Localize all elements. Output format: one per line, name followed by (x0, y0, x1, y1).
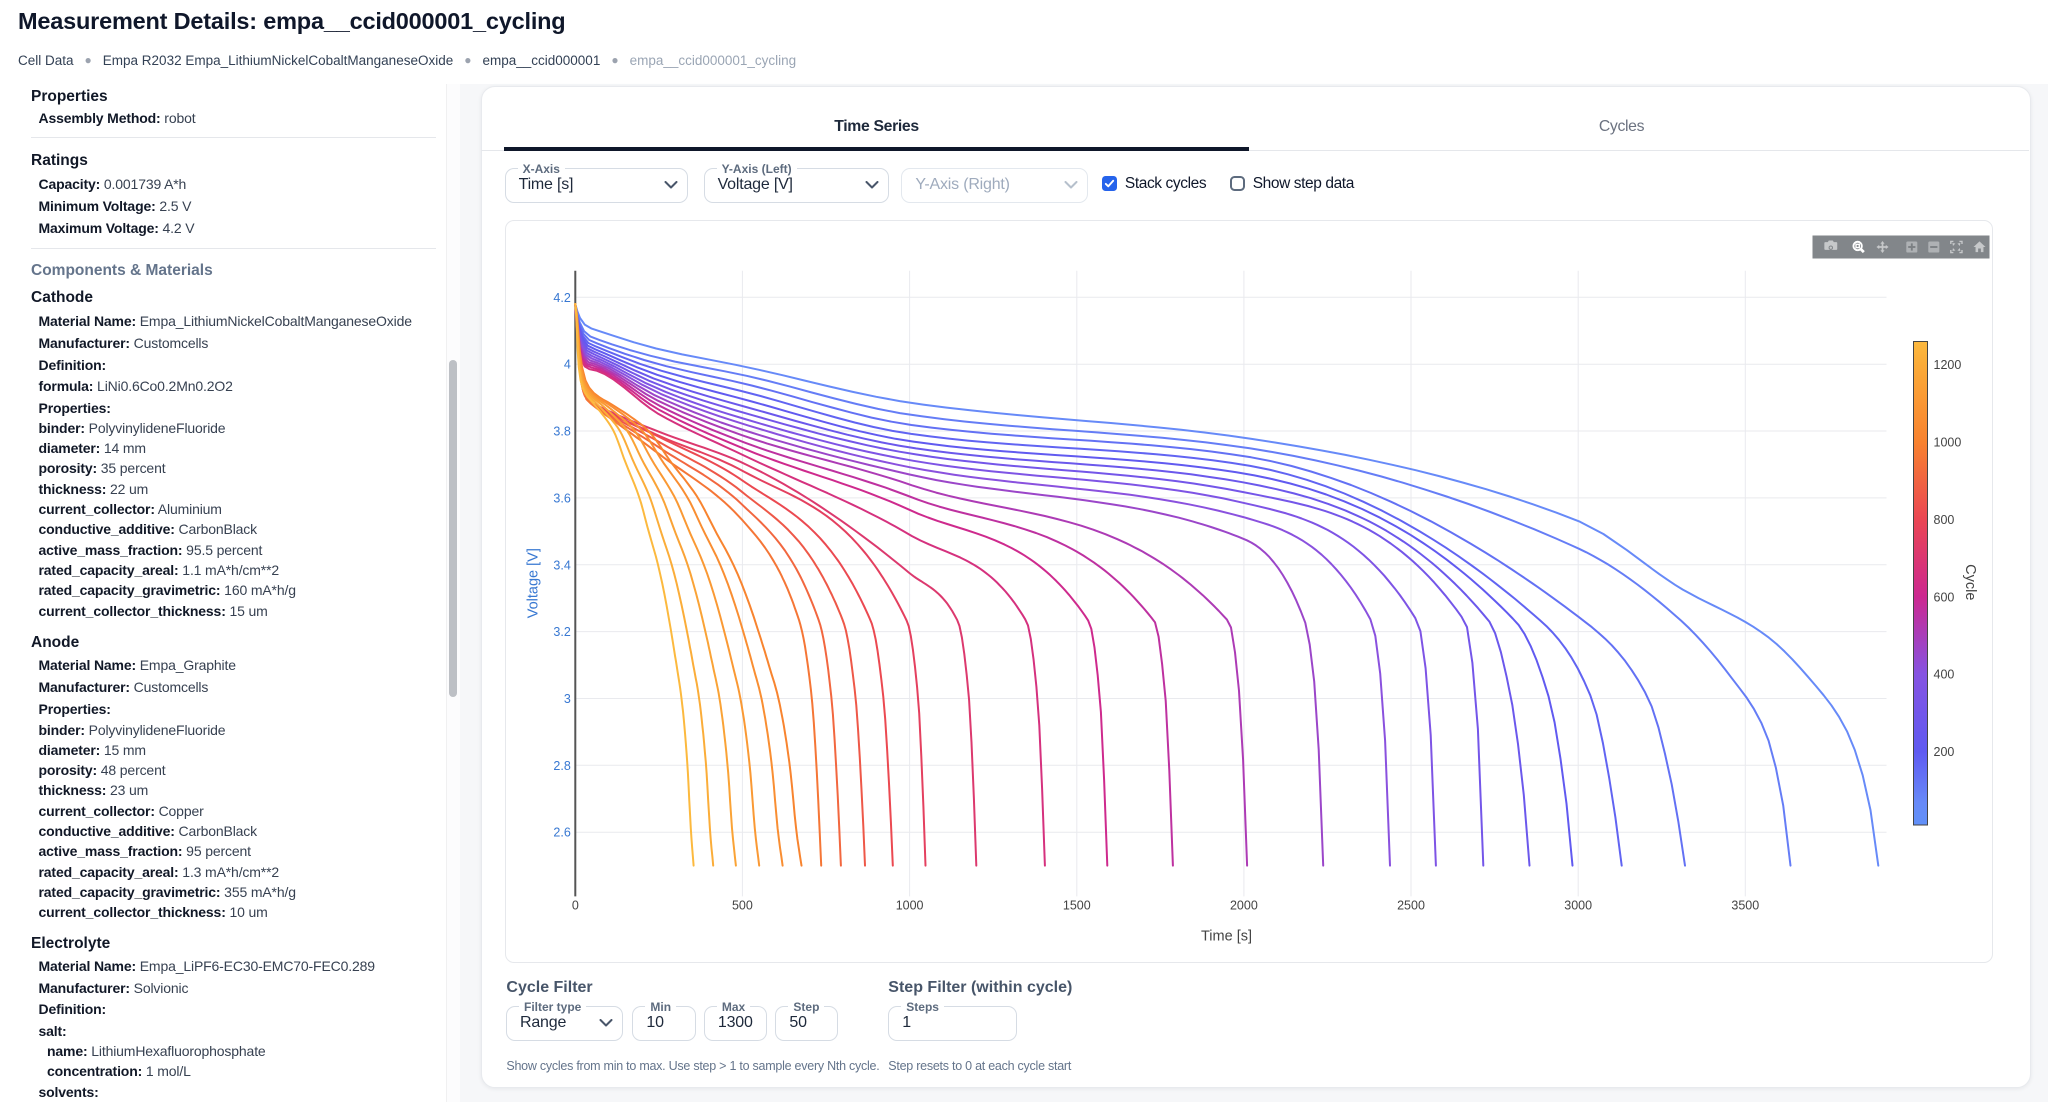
svg-text:1000: 1000 (895, 898, 923, 912)
svg-text:Cycle: Cycle (1962, 564, 1978, 600)
svg-text:200: 200 (1933, 745, 1954, 759)
svg-text:3: 3 (563, 692, 570, 706)
svg-text:1500: 1500 (1062, 898, 1090, 912)
svg-text:4: 4 (563, 357, 570, 371)
svg-text:1000: 1000 (1933, 435, 1961, 449)
svg-text:2500: 2500 (1397, 898, 1425, 912)
svg-text:3500: 3500 (1731, 898, 1759, 912)
svg-text:800: 800 (1933, 513, 1954, 527)
svg-text:3.8: 3.8 (553, 424, 570, 438)
svg-text:3.2: 3.2 (553, 625, 570, 639)
svg-text:3000: 3000 (1564, 898, 1592, 912)
svg-text:3.6: 3.6 (553, 491, 570, 505)
svg-text:2.8: 2.8 (553, 758, 570, 772)
svg-text:Time [s]: Time [s] (1200, 928, 1251, 944)
svg-text:1200: 1200 (1933, 358, 1961, 372)
svg-text:3.4: 3.4 (553, 558, 570, 572)
svg-text:0: 0 (571, 898, 578, 912)
svg-text:4.2: 4.2 (553, 290, 570, 304)
svg-text:400: 400 (1933, 667, 1954, 681)
svg-text:2000: 2000 (1229, 898, 1257, 912)
svg-text:2.6: 2.6 (553, 825, 570, 839)
svg-text:500: 500 (731, 898, 752, 912)
svg-text:600: 600 (1933, 590, 1954, 604)
svg-text:Voltage [V]: Voltage [V] (525, 548, 541, 618)
